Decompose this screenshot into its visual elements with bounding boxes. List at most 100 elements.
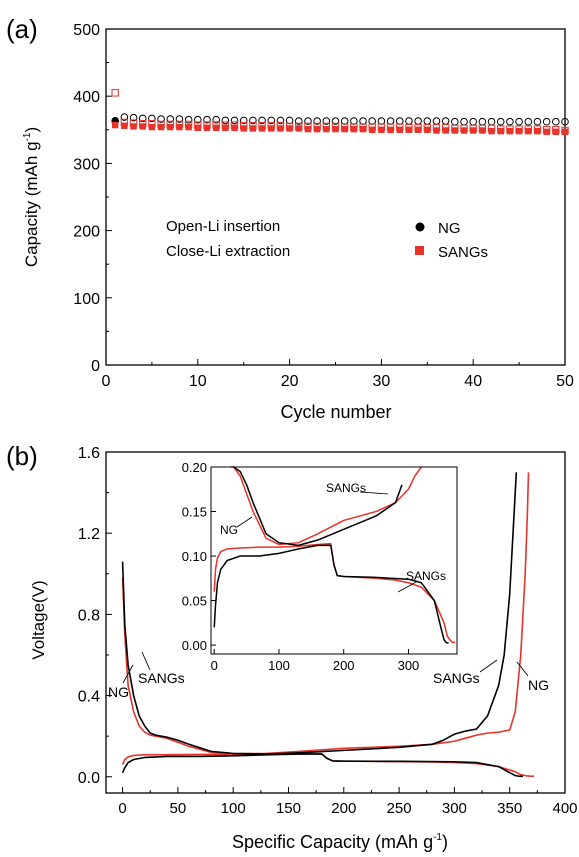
- point-ng-insertion: [148, 114, 156, 123]
- point-ng-insertion: [561, 117, 569, 126]
- point-sangs-extraction: [405, 126, 413, 133]
- inset-frame: [210, 466, 458, 655]
- point-ng-insertion: [368, 117, 377, 125]
- point-ng-insertion: [166, 115, 175, 123]
- point-sangs-extraction: [479, 127, 486, 134]
- point-ng-insertion: [350, 117, 358, 125]
- point-ng-insertion: [552, 117, 560, 126]
- panel-a-xtick-label: 50: [556, 373, 574, 390]
- arrow-ng-left: [122, 664, 134, 684]
- annotation-ng-left: NG: [108, 684, 129, 700]
- panel-b-ytick-label: 0.4: [78, 689, 100, 706]
- point-sangs-extraction: [212, 124, 220, 131]
- point-ng-insertion: [194, 115, 202, 124]
- arrow-sangs-left: [141, 651, 151, 671]
- inset-curve-ng-charge: [233, 466, 403, 547]
- point-sangs-extraction: [222, 124, 229, 131]
- point-sangs-extraction: [470, 127, 477, 134]
- point-sangs-extraction: [497, 127, 504, 135]
- point-sangs-extraction: [185, 123, 192, 131]
- point-ng-insertion: [340, 117, 349, 125]
- inset-curves: [213, 466, 456, 645]
- point-ng-insertion: [496, 117, 505, 126]
- inset-annotation-ng: NG: [220, 523, 238, 537]
- panel-b-xtick-label: 100: [221, 800, 246, 817]
- point-sangs-extraction: [525, 127, 532, 135]
- point-ng-insertion: [395, 117, 404, 125]
- panel-a-points: [111, 89, 569, 136]
- panel-b-ytick-label: 1.2: [78, 526, 100, 543]
- point-ng-insertion: [478, 117, 487, 126]
- inset-xtick-label: 300: [398, 658, 420, 673]
- point-ng-insertion: [359, 117, 367, 125]
- inset-ytick-label: 0.15: [182, 505, 207, 520]
- point-sangs-extraction: [157, 123, 165, 131]
- legend-sangs-marker: [415, 246, 424, 255]
- inset-ytick-label: 0.10: [182, 549, 207, 564]
- annotation-open-li: Open-Li insertion: [166, 218, 280, 235]
- panel-a-xtick-label: 20: [281, 373, 299, 390]
- point-ng-insertion: [138, 114, 147, 123]
- point-ng-insertion: [432, 117, 441, 125]
- legend: NG SANGs: [415, 220, 488, 261]
- point-sangs-extraction: [433, 127, 440, 134]
- point-ng-insertion: [313, 117, 321, 125]
- panel-a-ytick-label: 500: [73, 22, 100, 39]
- point-sangs-extraction: [350, 125, 358, 133]
- legend-sangs-label: SANGs: [438, 244, 488, 261]
- point-ng-insertion: [542, 117, 551, 126]
- point-ng-insertion: [414, 117, 422, 125]
- panel-b-xlabel: Specific Capacity (mAh g-1): [232, 832, 448, 852]
- inset-arrow-sangs-top: [359, 491, 389, 495]
- annotation-ng-right: NG: [528, 677, 549, 693]
- point-sangs-extraction: [488, 127, 495, 135]
- inset-ticks: 0 100 200 300 0.00 0.05 0.10 0.15 0.20: [182, 460, 420, 673]
- inset-arrow-ng: [236, 516, 253, 528]
- inset-ytick-label: 0.20: [182, 460, 207, 475]
- point-ng-insertion: [533, 117, 542, 126]
- panel-a-xtick-label: 40: [464, 373, 482, 390]
- point-sangs-extraction: [515, 127, 523, 135]
- point-sangs-extraction: [561, 128, 569, 136]
- point-sangs-extraction: [552, 128, 560, 136]
- arrow-ng-right: [516, 661, 529, 677]
- panel-b-xtick-label: 200: [331, 800, 356, 817]
- point-sangs-extraction: [323, 125, 330, 133]
- point-sangs-extraction: [130, 123, 137, 130]
- point-sangs-extraction: [139, 123, 146, 130]
- point-ng-insertion: [322, 117, 331, 125]
- panel-b-curves: [121, 472, 535, 778]
- point-ng-insertion: [469, 117, 478, 126]
- point-sangs-extraction: [313, 125, 321, 133]
- point-ng-insertion: [515, 117, 523, 126]
- legend-ng-marker: [415, 222, 425, 232]
- panel-b-ytick-label: 1.6: [78, 445, 100, 462]
- point-sangs-extraction: [506, 127, 514, 135]
- panel-b-label: (b): [6, 441, 38, 471]
- point-ng-insertion: [129, 113, 138, 122]
- point-sangs-extraction: [414, 126, 422, 133]
- panel-b-xtick-label: 150: [276, 800, 301, 817]
- point-ng-insertion: [175, 115, 184, 123]
- point-sangs-extraction: [258, 125, 266, 132]
- point-sangs-extraction: [295, 125, 302, 132]
- panel-a-xlabel: Cycle number: [280, 402, 391, 422]
- point-ng-insertion: [331, 117, 340, 125]
- inset-curve-sangs-charge: [230, 466, 422, 546]
- point-sangs-extraction: [460, 127, 468, 134]
- inset-arrow-sangs-bottom: [397, 580, 419, 593]
- point-sangs-extraction: [396, 126, 403, 133]
- point-sangs-extraction: [286, 125, 293, 132]
- point-ng-insertion: [405, 117, 413, 125]
- annotation-close-li: Close-Li extraction: [166, 243, 290, 260]
- inset-xtick-label: 200: [333, 658, 355, 673]
- point-sangs-extraction: [534, 127, 541, 135]
- point-sangs-extraction: [203, 124, 211, 131]
- point-sangs-extraction: [148, 123, 156, 131]
- panel-b-xtick-label: 250: [387, 800, 412, 817]
- point-ng-insertion: [423, 117, 432, 125]
- point-ng-insertion: [258, 116, 266, 125]
- point-sangs-extraction: [369, 126, 376, 133]
